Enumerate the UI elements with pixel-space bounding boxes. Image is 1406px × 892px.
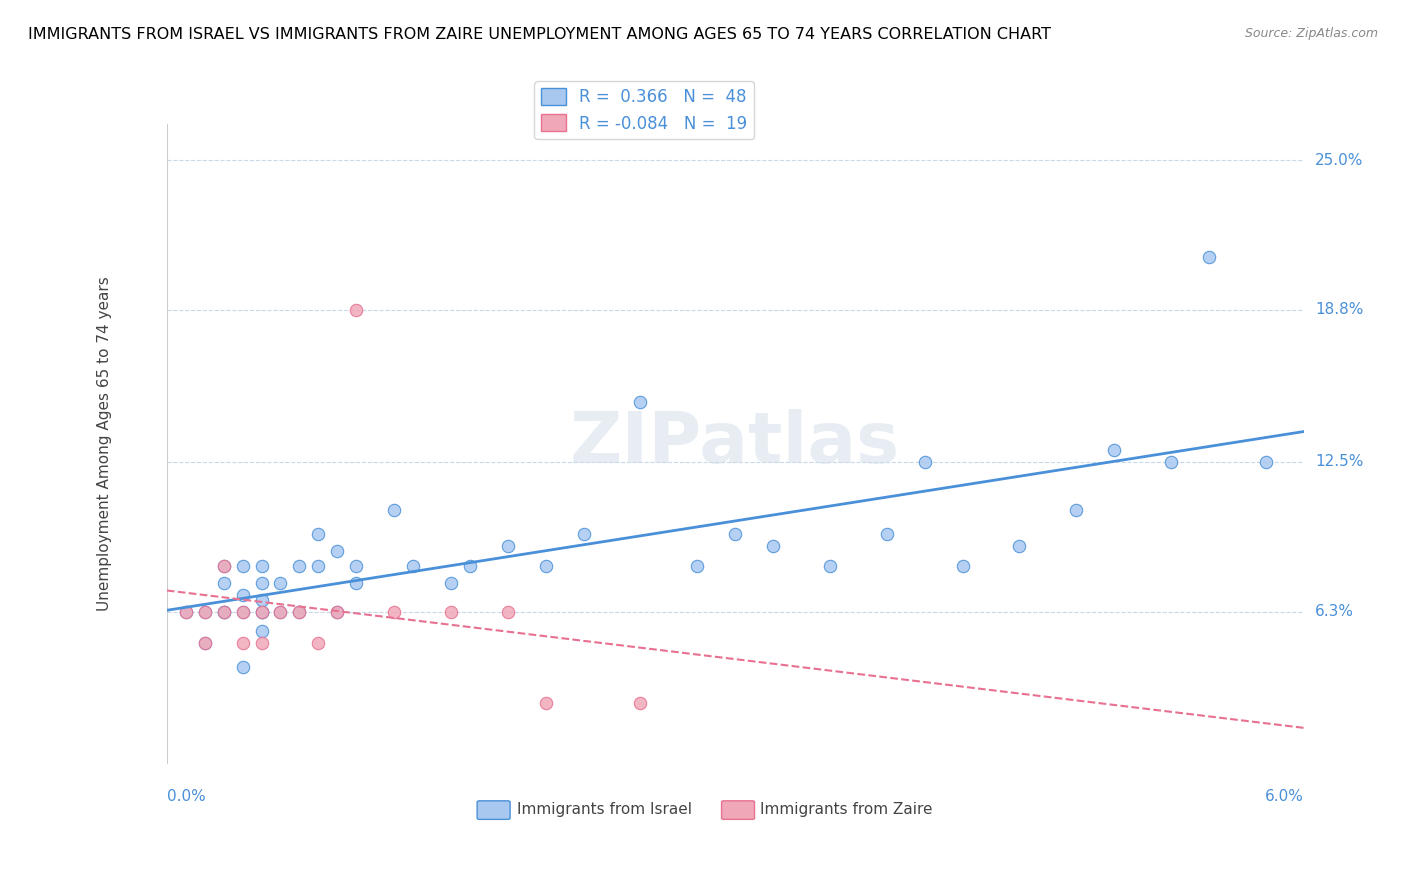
Point <box>232 636 254 650</box>
FancyBboxPatch shape <box>477 801 510 820</box>
Point <box>250 575 273 590</box>
Point <box>212 605 235 619</box>
Point <box>212 558 235 573</box>
Point <box>288 558 311 573</box>
Point <box>402 558 425 573</box>
Point <box>288 605 311 619</box>
Point <box>250 605 273 619</box>
Point <box>232 558 254 573</box>
Text: 6.0%: 6.0% <box>1265 789 1303 805</box>
Point <box>174 605 197 619</box>
Point <box>1254 455 1277 469</box>
Point <box>440 605 463 619</box>
Point <box>818 558 841 573</box>
Point <box>212 605 235 619</box>
Point <box>326 605 349 619</box>
Point <box>269 575 291 590</box>
Point <box>496 605 519 619</box>
Point <box>288 605 311 619</box>
Point <box>1102 442 1125 457</box>
Point <box>344 575 367 590</box>
Point <box>212 575 235 590</box>
FancyBboxPatch shape <box>721 801 755 820</box>
Point <box>382 503 405 517</box>
Text: ZIPatlas: ZIPatlas <box>571 409 900 478</box>
Point <box>630 697 652 711</box>
Point <box>250 605 273 619</box>
Text: 0.0%: 0.0% <box>167 789 205 805</box>
Point <box>344 302 367 317</box>
Point <box>724 527 747 541</box>
Point <box>307 558 329 573</box>
Legend: R =  0.366   N =  48, R = -0.084   N =  19: R = 0.366 N = 48, R = -0.084 N = 19 <box>534 81 754 139</box>
Point <box>307 636 329 650</box>
Text: 25.0%: 25.0% <box>1315 153 1364 168</box>
Point <box>194 636 217 650</box>
Point <box>630 394 652 409</box>
Text: Source: ZipAtlas.com: Source: ZipAtlas.com <box>1244 27 1378 40</box>
Point <box>194 605 217 619</box>
Point <box>326 605 349 619</box>
Point <box>952 558 974 573</box>
Point <box>1008 540 1031 554</box>
Point <box>382 605 405 619</box>
Point <box>876 527 898 541</box>
Point <box>344 558 367 573</box>
Point <box>1160 455 1182 469</box>
Point <box>534 697 557 711</box>
Point <box>572 527 595 541</box>
Text: IMMIGRANTS FROM ISRAEL VS IMMIGRANTS FROM ZAIRE UNEMPLOYMENT AMONG AGES 65 TO 74: IMMIGRANTS FROM ISRAEL VS IMMIGRANTS FRO… <box>28 27 1052 42</box>
Point <box>762 540 785 554</box>
Point <box>232 605 254 619</box>
Point <box>212 605 235 619</box>
Point <box>326 544 349 558</box>
Point <box>250 592 273 607</box>
Point <box>232 588 254 602</box>
Point <box>458 558 481 573</box>
Point <box>194 636 217 650</box>
Point <box>440 575 463 590</box>
Point <box>250 605 273 619</box>
Point <box>686 558 709 573</box>
Point <box>174 605 197 619</box>
Point <box>269 605 291 619</box>
Point <box>914 455 936 469</box>
Point <box>1064 503 1087 517</box>
Text: Immigrants from Zaire: Immigrants from Zaire <box>761 802 932 817</box>
Point <box>212 558 235 573</box>
Text: 12.5%: 12.5% <box>1315 455 1364 469</box>
Point <box>250 636 273 650</box>
Point <box>534 558 557 573</box>
Text: 6.3%: 6.3% <box>1315 604 1354 619</box>
Point <box>307 527 329 541</box>
Text: Immigrants from Israel: Immigrants from Israel <box>517 802 692 817</box>
Point <box>232 660 254 674</box>
Point <box>1198 250 1220 264</box>
Text: 18.8%: 18.8% <box>1315 302 1364 318</box>
Point <box>232 605 254 619</box>
Text: Unemployment Among Ages 65 to 74 years: Unemployment Among Ages 65 to 74 years <box>97 277 111 611</box>
Point <box>496 540 519 554</box>
Point <box>250 558 273 573</box>
Point <box>250 624 273 638</box>
Point <box>194 605 217 619</box>
Point <box>269 605 291 619</box>
